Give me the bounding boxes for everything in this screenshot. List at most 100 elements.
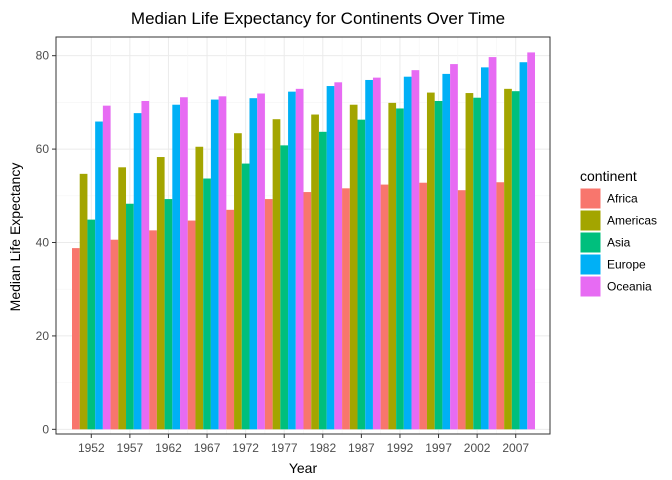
bar-oceania-1952 <box>102 105 111 430</box>
x-tick-label: 2002 <box>464 441 491 455</box>
bar-europe-1957 <box>133 113 142 430</box>
bar-oceania-1987 <box>372 77 381 430</box>
bar-oceania-1972 <box>257 93 265 430</box>
bar-oceania-2007 <box>527 52 535 430</box>
bar-africa-1997 <box>419 182 427 430</box>
legend-label: Oceania <box>607 280 652 294</box>
legend-item-europe: Europe <box>579 253 646 276</box>
bar-americas-1987 <box>349 104 358 430</box>
plot-area <box>55 36 551 435</box>
panel-border <box>55 36 551 435</box>
legend-item-americas: Americas <box>579 209 657 232</box>
x-tick-label: 1982 <box>309 441 336 455</box>
y-tick-label: 40 <box>36 236 50 250</box>
y-tick-label: 20 <box>36 329 50 343</box>
x-tick-label: 1952 <box>78 441 105 455</box>
y-axis-title: Median Life Expectancy <box>7 163 23 312</box>
x-tick-label: 2007 <box>502 441 529 455</box>
x-tick-label: 1962 <box>155 441 182 455</box>
bar-oceania-1967 <box>218 96 227 430</box>
y-tick-label: 60 <box>36 142 50 156</box>
bar-oceania-2002 <box>488 57 497 430</box>
x-tick-label: 1972 <box>232 441 259 455</box>
bar-africa-1952 <box>72 248 80 430</box>
bar-americas-1967 <box>195 146 204 430</box>
bar-africa-1982 <box>303 192 312 430</box>
bar-americas-1952 <box>79 173 88 430</box>
bar-africa-1957 <box>110 239 119 430</box>
bar-americas-2007 <box>504 88 512 430</box>
legend-item-asia: Asia <box>579 231 631 254</box>
bar-asia-1982 <box>318 131 327 430</box>
bar-africa-1972 <box>226 209 235 430</box>
bar-americas-1957 <box>118 167 127 430</box>
bar-europe-1982 <box>326 86 335 430</box>
bar-americas-1997 <box>426 92 435 430</box>
legend-label: Americas <box>607 214 657 228</box>
legend-label: Europe <box>607 258 646 272</box>
bar-americas-1977 <box>272 119 281 430</box>
bar-americas-1972 <box>234 133 242 430</box>
bar-africa-2007 <box>496 182 505 430</box>
bar-africa-1967 <box>187 220 196 430</box>
y-tick-label: 0 <box>42 422 49 436</box>
bar-europe-1972 <box>249 98 258 430</box>
bar-asia-1972 <box>241 163 250 430</box>
bar-americas-2002 <box>465 93 474 430</box>
x-tick-label: 1967 <box>194 441 221 455</box>
x-tick-label: 1997 <box>425 441 452 455</box>
bar-americas-1982 <box>311 114 319 430</box>
bar-asia-1977 <box>280 145 289 430</box>
legend-key-asia <box>579 231 602 254</box>
bar-oceania-1977 <box>295 88 304 430</box>
bar-europe-1987 <box>365 79 373 430</box>
bar-europe-1952 <box>95 121 103 430</box>
bar-asia-2002 <box>473 97 481 430</box>
legend-label: Africa <box>607 192 638 206</box>
x-axis-title: Year <box>289 460 318 476</box>
legend-label: Asia <box>607 236 631 250</box>
y-axis: 0 20 40 60 80 <box>36 49 56 436</box>
bar-oceania-1992 <box>411 70 420 430</box>
bar-oceania-1997 <box>450 64 458 430</box>
y-tick-label: 80 <box>36 49 50 63</box>
x-tick-label: 1977 <box>271 441 298 455</box>
bar-africa-1992 <box>380 184 389 430</box>
bar-europe-1992 <box>403 76 412 430</box>
bar-africa-2002 <box>457 190 466 430</box>
x-tick-label: 1957 <box>117 441 144 455</box>
legend-item-africa: Africa <box>579 187 638 210</box>
bar-asia-1997 <box>434 100 443 430</box>
legend-key-africa <box>579 187 602 210</box>
bar-asia-1987 <box>357 119 366 430</box>
x-axis: 1952 1957 1962 1967 1972 1977 1982 1987 1992 1997… <box>78 434 529 455</box>
bar-asia-1962 <box>164 199 173 430</box>
legend-key-oceania <box>579 275 602 298</box>
bar-oceania-1982 <box>334 82 343 430</box>
bar-europe-2002 <box>480 67 489 430</box>
bar-europe-1967 <box>210 99 219 430</box>
legend-title: continent <box>580 168 637 184</box>
bar-europe-1962 <box>172 104 181 430</box>
x-tick-label: 1992 <box>387 441 414 455</box>
bar-americas-1962 <box>156 157 165 430</box>
bar-africa-1962 <box>149 230 157 430</box>
x-tick-label: 1987 <box>348 441 375 455</box>
bar-europe-1997 <box>442 73 451 430</box>
bar-europe-1977 <box>288 91 296 430</box>
chart-title: Median Life Expectancy for Continents Ov… <box>131 9 505 28</box>
bar-oceania-1957 <box>141 100 150 430</box>
bar-asia-1952 <box>87 219 96 430</box>
bar-asia-1957 <box>126 203 134 430</box>
bar-oceania-1962 <box>180 97 188 430</box>
legend-key-europe <box>579 253 602 276</box>
bar-asia-1967 <box>203 178 211 430</box>
legend-key-americas <box>579 209 602 232</box>
bar-asia-2007 <box>511 91 520 430</box>
bar-asia-1992 <box>396 108 404 430</box>
bars <box>72 52 535 430</box>
legend: continent Africa Americas Asia Europe Oceani… <box>579 168 657 298</box>
bar-europe-2007 <box>519 62 528 430</box>
bar-africa-1977 <box>264 199 273 430</box>
